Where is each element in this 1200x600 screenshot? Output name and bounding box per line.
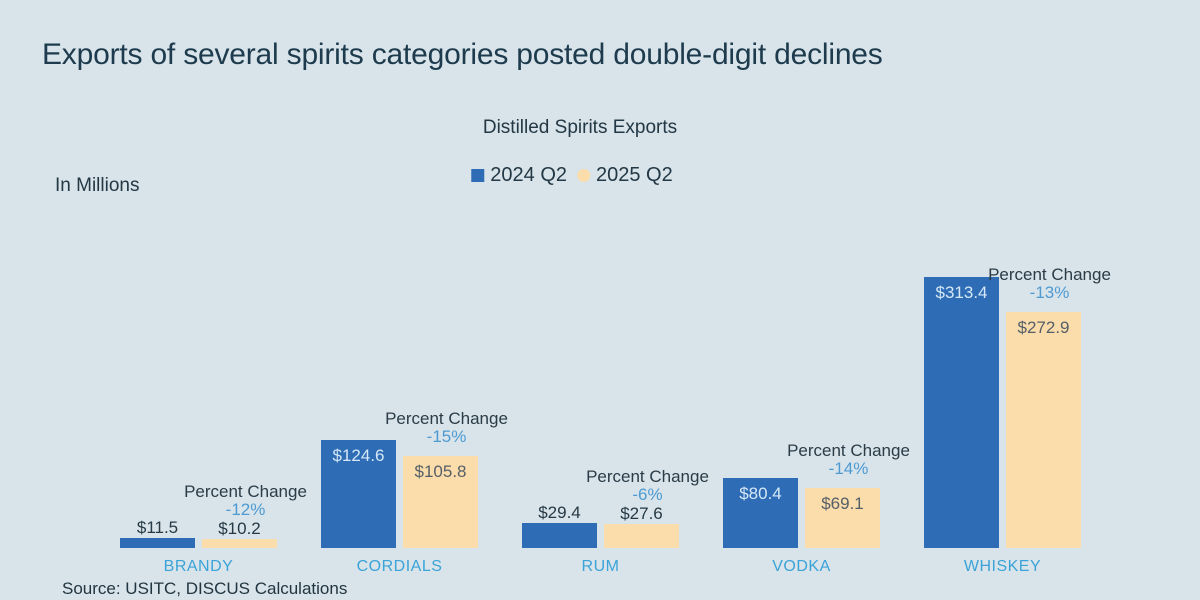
chart-title: Distilled Spirits Exports: [482, 117, 678, 138]
legend-label-2025-q2: 2025 Q2: [596, 164, 673, 186]
percent-change-value-whiskey: -13%: [1029, 282, 1070, 302]
percent-change-block-rum: Percent Change -6%: [563, 468, 733, 504]
category-label-cordials: CORDIALS: [356, 558, 443, 575]
value-label-2025-q2-whiskey: $272.9: [1017, 317, 1070, 337]
category-label-whiskey: WHISKEY: [963, 558, 1042, 575]
bar-2024-q2-cordials: [321, 440, 396, 548]
bar-2025-q2-rum: [604, 524, 679, 548]
percent-change-block-whiskey: Percent Change -13%: [965, 264, 1135, 302]
percent-change-value-rum: -6%: [632, 485, 663, 505]
legend-circle-icon-2025-q2: [577, 169, 590, 182]
bar-2025-q2-vodka: [805, 488, 880, 548]
percent-change-block-cordials: Percent Change -15%: [362, 410, 532, 446]
value-label-2024-q2-rum: $29.4: [538, 502, 581, 522]
percent-change-label-cordials: Percent Change: [385, 409, 508, 429]
percent-change-label-rum: Percent Change: [586, 467, 709, 487]
category-label-vodka: VODKA: [772, 558, 831, 575]
category-label-brandy: BRANDY: [163, 558, 234, 575]
value-label-2025-q2-cordials: $105.8: [414, 462, 467, 482]
legend-label-2024-q2: 2024 Q2: [490, 164, 567, 186]
bar-2024-q2-rum: [522, 522, 597, 548]
bar-2025-q2-whiskey: [1006, 311, 1081, 548]
value-label-2024-q2-whiskey: $313.4: [935, 282, 988, 302]
percent-change-value-brandy: -12%: [225, 500, 266, 520]
percent-change-value-cordials: -15%: [426, 427, 467, 447]
value-label-2025-q2-vodka: $69.1: [821, 494, 864, 514]
percent-change-block-vodka: Percent Change -14%: [764, 442, 934, 478]
bar-2024-q2-vodka: [723, 478, 798, 548]
percent-change-block-brandy: Percent Change -12%: [161, 483, 331, 519]
legend-item-2024-q2: 2024 Q2: [471, 164, 567, 187]
value-label-2024-q2-vodka: $80.4: [739, 484, 782, 504]
source-note: Source: USITC, DISCUS Calculations: [62, 579, 348, 598]
bar-2024-q2-whiskey: [924, 276, 999, 548]
legend-square-icon-2024-q2: [471, 169, 485, 182]
percent-change-label-whiskey: Percent Change: [988, 264, 1111, 284]
percent-change-label-brandy: Percent Change: [184, 482, 307, 502]
page-title: Exports of several spirits categories po…: [42, 38, 883, 71]
bar-2025-q2-brandy: [202, 539, 277, 548]
value-label-2025-q2-rum: $27.6: [620, 504, 663, 524]
category-label-rum: RUM: [581, 558, 620, 575]
legend-item-2025-q2: 2025 Q2: [577, 164, 673, 187]
value-label-2024-q2-brandy: $11.5: [136, 518, 179, 538]
percent-change-label-vodka: Percent Change: [787, 441, 910, 461]
percent-change-value-vodka: -14%: [828, 459, 869, 479]
bar-2025-q2-cordials: [403, 456, 478, 548]
chart-legend: 2024 Q2 2025 Q2: [471, 164, 673, 187]
value-label-2025-q2-brandy: $10.2: [218, 519, 261, 539]
axis-unit-label: In Millions: [55, 175, 140, 196]
bar-2024-q2-brandy: [120, 538, 195, 548]
value-label-2024-q2-cordials: $124.6: [332, 446, 385, 466]
